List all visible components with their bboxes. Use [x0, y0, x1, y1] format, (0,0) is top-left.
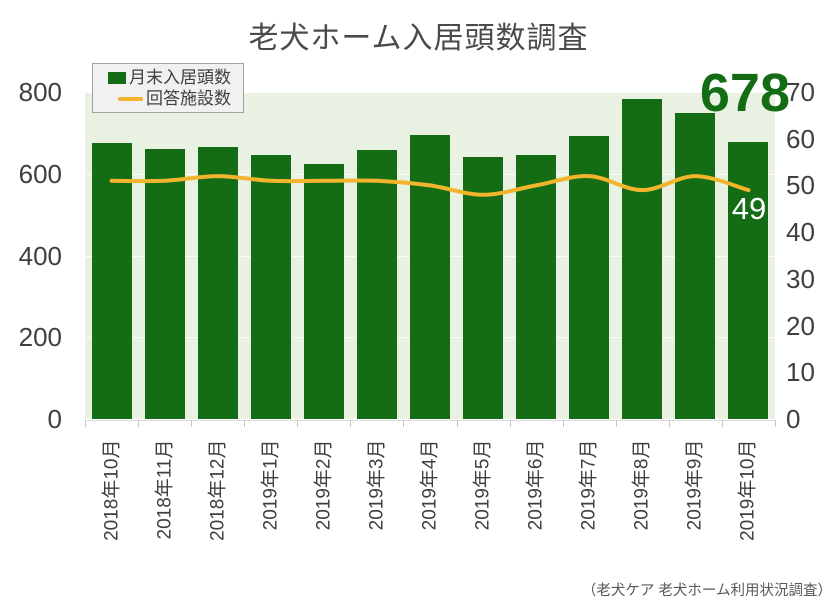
legend-bar-label: 月末入居頭数	[129, 68, 231, 87]
x-axis-label: 2018年10月	[101, 439, 123, 541]
legend: 月末入居頭数 回答施設数	[92, 63, 244, 113]
bar-2018年12月	[197, 146, 238, 419]
left-axis-tick-label: 800	[18, 77, 62, 107]
gridline	[85, 92, 775, 93]
x-axis-label: 2019年8月	[631, 439, 653, 531]
right-axis-tick-label: 60	[786, 123, 815, 154]
axis-tick	[138, 420, 140, 427]
axis-tick	[244, 420, 246, 427]
bar-2019年7月	[569, 135, 610, 419]
x-axis-label: 2019年5月	[472, 439, 494, 531]
axis-tick	[562, 420, 564, 427]
trend-line-layer	[109, 174, 751, 197]
axis-tick	[668, 420, 670, 427]
axis-tick	[775, 420, 776, 427]
x-axis-label: 2018年11月	[154, 439, 176, 540]
x-axis-line	[85, 420, 775, 421]
axis-tick	[403, 420, 405, 427]
right-axis-tick-label: 10	[786, 357, 815, 388]
right-axis-tick-label: 30	[786, 263, 815, 294]
left-axis-tick-label: 200	[18, 322, 62, 353]
x-axis-label: 2018年12月	[207, 439, 229, 541]
x-axis-label: 2019年1月	[260, 439, 282, 531]
x-axis-label: 2019年9月	[684, 439, 706, 531]
right-axis-tick-label: 70	[786, 77, 815, 107]
bar-2019年6月	[516, 154, 557, 419]
axis-tick	[456, 420, 458, 427]
source-caption: （老犬ケア 老犬ホーム利用状況調査）	[581, 583, 832, 599]
bar-2019年9月	[675, 113, 716, 419]
bar-2018年10月	[91, 142, 132, 419]
bar-2019年8月	[622, 99, 663, 419]
right-axis-tick-label: 20	[786, 310, 815, 341]
chart-title: 老犬ホーム入居頭数調査	[248, 22, 589, 55]
axis-tick	[297, 420, 299, 427]
x-axis-label: 2019年7月	[578, 439, 600, 531]
bar-2019年5月	[463, 157, 504, 419]
left-axis-tick-label: 400	[18, 240, 62, 271]
line-series-swatch	[118, 96, 143, 101]
plot-area	[85, 92, 775, 419]
x-axis-label: 2019年2月	[313, 439, 335, 531]
last-bar-value-annotation: 678	[699, 63, 790, 123]
right-axis-tick-label: 50	[786, 170, 815, 201]
trend-line	[109, 174, 751, 197]
right-axis-tick-label: 0	[786, 404, 801, 434]
left-axis-tick-label: 0	[47, 404, 62, 434]
x-axis-label: 2019年10月	[737, 439, 759, 541]
axis-tick	[85, 420, 86, 427]
axis-tick	[615, 420, 617, 427]
legend-item-bar: 月末入居頭数	[108, 69, 231, 86]
legend-line-label: 回答施設数	[146, 89, 231, 108]
bar-2018年11月	[144, 149, 185, 419]
axis-tick	[191, 420, 193, 427]
axis-tick	[509, 420, 511, 427]
axis-tick	[350, 420, 352, 427]
bar-2019年2月	[303, 163, 344, 419]
bar-series-swatch	[108, 71, 126, 84]
x-axis-label: 2019年6月	[525, 439, 547, 531]
axis-tick	[721, 420, 723, 427]
bar-2019年1月	[250, 154, 291, 419]
bar-2019年3月	[356, 150, 397, 419]
legend-item-line: 回答施設数	[118, 90, 231, 107]
x-axis-label: 2019年4月	[419, 439, 441, 531]
right-axis-tick-label: 40	[786, 217, 815, 248]
x-axis-label: 2019年3月	[366, 439, 388, 531]
left-axis-tick-label: 600	[18, 158, 62, 189]
last-line-value-annotation: 49	[731, 191, 767, 226]
